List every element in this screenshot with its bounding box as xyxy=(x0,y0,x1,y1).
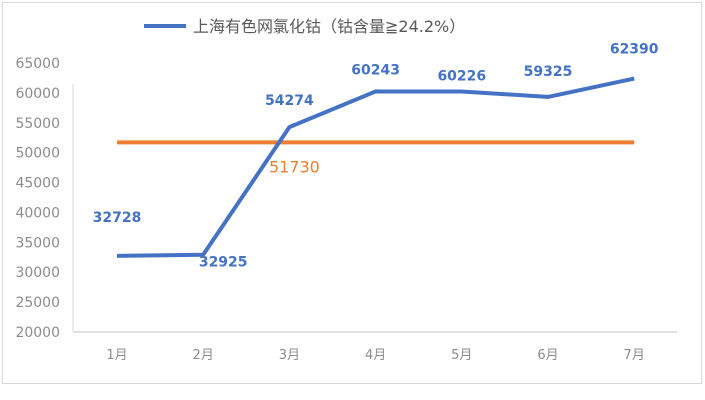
x-tick-label: 4月 xyxy=(365,348,386,363)
data-label: 59325 xyxy=(524,64,573,80)
y-tick-label: 55000 xyxy=(15,116,60,132)
data-label: 32925 xyxy=(199,255,248,271)
y-tick-label: 65000 xyxy=(15,56,60,72)
y-tick-label: 45000 xyxy=(15,176,60,192)
x-tick-label: 6月 xyxy=(537,348,558,363)
y-tick-label: 25000 xyxy=(15,295,60,311)
y-tick-label: 20000 xyxy=(15,325,60,341)
y-tick-label: 40000 xyxy=(15,205,60,221)
y-tick-label: 50000 xyxy=(15,146,60,162)
legend-label: 上海有色网氯化钴（钴含量≧24.2%） xyxy=(193,17,465,36)
chart-frame xyxy=(2,2,702,384)
x-tick-label: 1月 xyxy=(106,348,127,363)
x-tick-label: 7月 xyxy=(624,348,645,363)
y-tick-label: 35000 xyxy=(15,235,60,251)
data-label: 32728 xyxy=(93,210,142,226)
reference-label: 51730 xyxy=(269,157,320,176)
x-tick-label: 3月 xyxy=(279,348,300,363)
data-label: 54274 xyxy=(265,93,314,109)
data-label: 62390 xyxy=(610,42,659,58)
y-tick-label: 60000 xyxy=(15,86,60,102)
x-tick-label: 2月 xyxy=(193,348,214,363)
x-tick-label: 5月 xyxy=(451,348,472,363)
data-label: 60243 xyxy=(351,62,400,78)
y-tick-label: 30000 xyxy=(15,265,60,281)
data-label: 60226 xyxy=(437,69,486,85)
